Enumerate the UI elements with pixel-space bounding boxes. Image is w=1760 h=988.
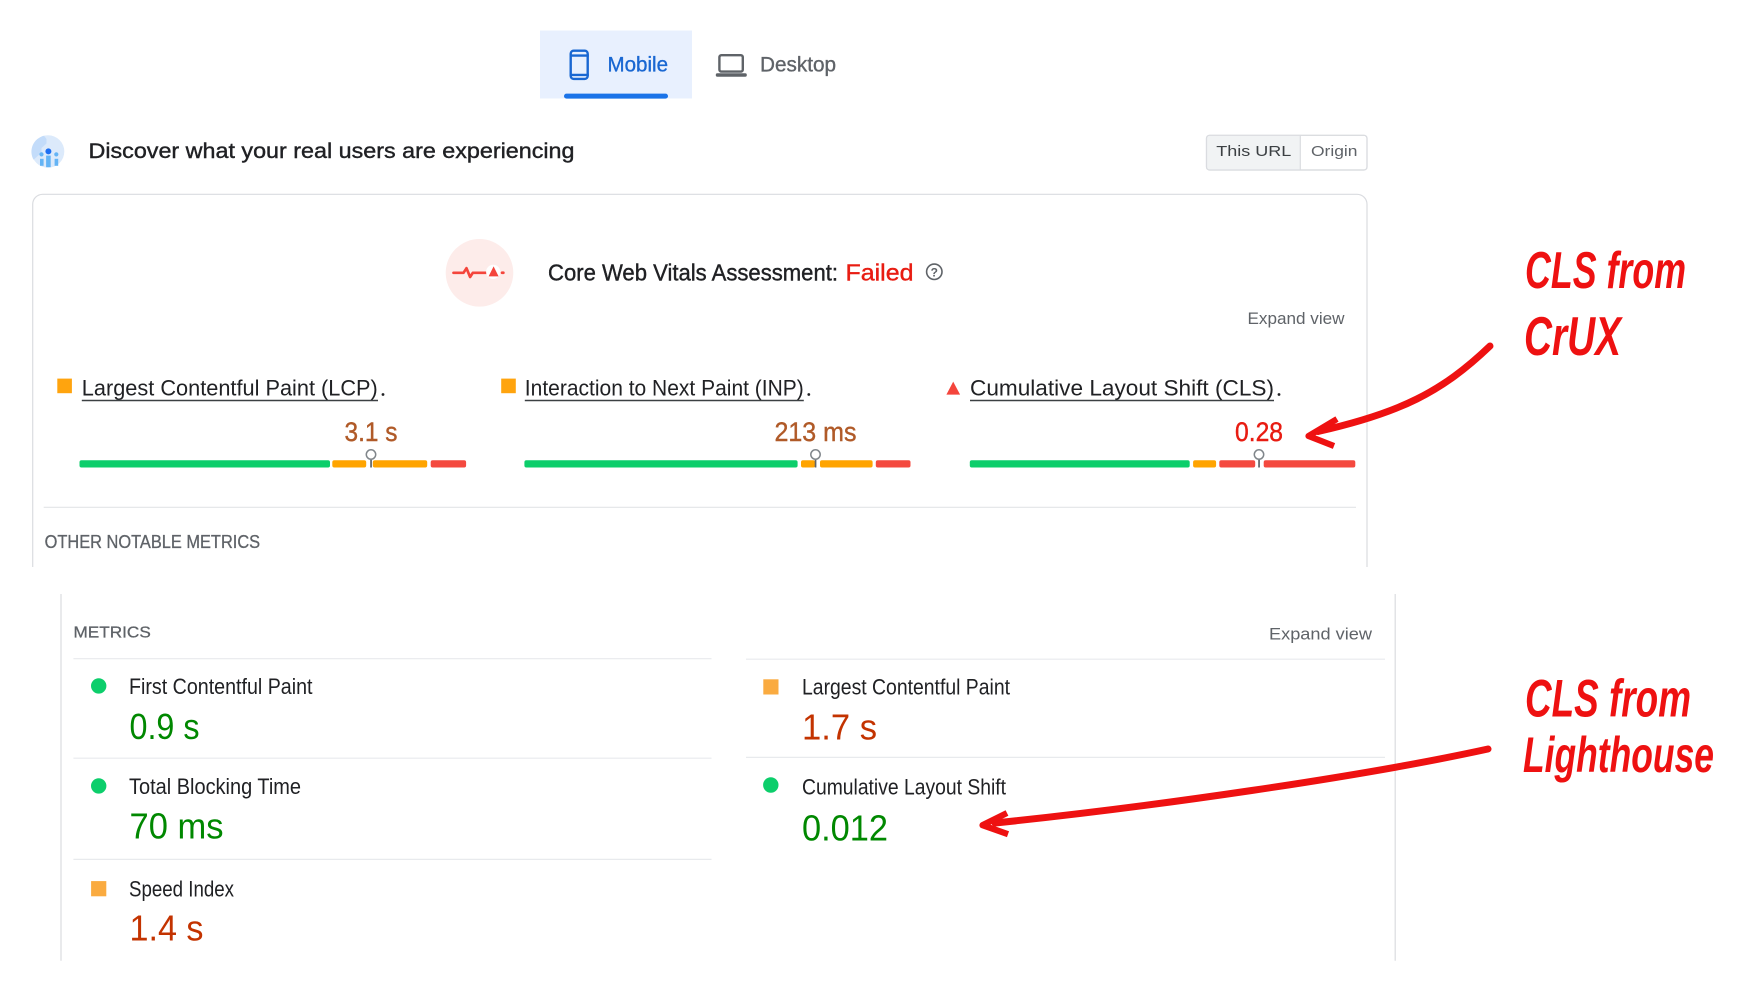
svg-text:Discover what your real users: Discover what your real users are experi… — [89, 139, 575, 163]
svg-text:Speed Index: Speed Index — [129, 877, 234, 902]
svg-text:Largest Contentful Paint: Largest Contentful Paint — [802, 675, 1010, 700]
svg-text:0.012: 0.012 — [802, 808, 888, 849]
svg-text:CLS from: CLS from — [1525, 242, 1686, 300]
svg-text:Lighthouse: Lighthouse — [1523, 727, 1714, 783]
svg-text:First Contentful Paint: First Contentful Paint — [129, 674, 313, 699]
svg-text:1.4 s: 1.4 s — [130, 908, 204, 949]
svg-text:?: ? — [931, 265, 938, 279]
svg-text:0.28: 0.28 — [1235, 417, 1283, 447]
svg-text:213 ms: 213 ms — [775, 417, 857, 447]
svg-text:Interaction to Next Paint (INP: Interaction to Next Paint (INP) — [525, 376, 804, 401]
svg-text:Desktop: Desktop — [760, 52, 836, 76]
svg-text:Mobile: Mobile — [608, 52, 669, 76]
svg-text:Origin: Origin — [1311, 144, 1358, 160]
svg-text:CrUX: CrUX — [1524, 305, 1623, 367]
svg-text:0.9 s: 0.9 s — [130, 706, 200, 747]
svg-text:Cumulative Layout Shift: Cumulative Layout Shift — [802, 775, 1006, 800]
svg-text:Total Blocking Time: Total Blocking Time — [129, 774, 301, 799]
svg-text:This URL: This URL — [1216, 144, 1291, 160]
svg-text:Expand view: Expand view — [1248, 310, 1345, 328]
svg-text:OTHER NOTABLE METRICS: OTHER NOTABLE METRICS — [45, 531, 261, 552]
svg-text:3.1 s: 3.1 s — [345, 417, 398, 447]
svg-text:Largest Contentful Paint (LCP): Largest Contentful Paint (LCP) — [82, 376, 378, 401]
svg-text:70 ms: 70 ms — [130, 806, 224, 847]
svg-text:CLS from: CLS from — [1525, 670, 1691, 729]
svg-text:Cumulative Layout Shift (CLS): Cumulative Layout Shift (CLS) — [970, 376, 1274, 401]
svg-text:Core Web Vitals Assessment:: Core Web Vitals Assessment: — [548, 259, 838, 285]
svg-text:1.7 s: 1.7 s — [802, 706, 877, 747]
svg-text:METRICS: METRICS — [74, 625, 151, 642]
svg-text:Failed: Failed — [846, 259, 914, 285]
svg-text:Expand view: Expand view — [1269, 625, 1372, 643]
